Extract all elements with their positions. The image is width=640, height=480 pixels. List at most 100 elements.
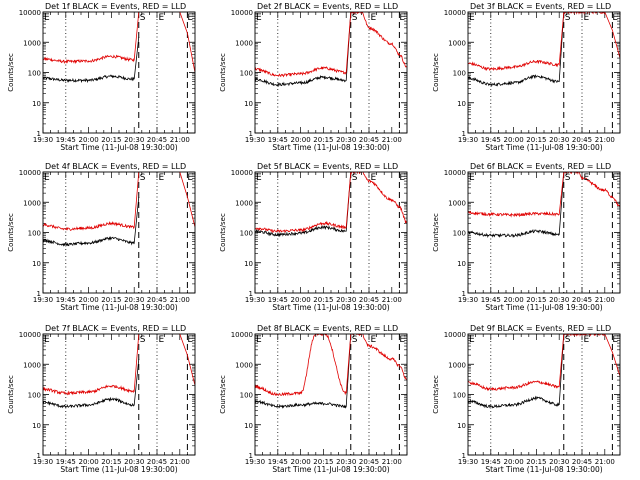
y-tick-label: 10000 [444,169,466,177]
x-tick-label: 19:45 [56,136,76,144]
x-tick-label: 21:00 [170,458,190,466]
plot-frame [42,171,196,294]
panel-title: Det 3f BLACK = Events, RED = LLD [470,2,611,11]
panel-title: Det 7f BLACK = Events, RED = LLD [45,324,186,333]
y-tick-label: 1000 [23,39,41,47]
event-marker-label: E [187,173,193,183]
x-tick-label: 20:15 [101,136,121,144]
x-axis-label: Start Time (11-Jul-08 19:30:00) [272,143,389,152]
panel-title: Det 6f BLACK = Events, RED = LLD [470,162,611,171]
plot-frame [467,333,621,456]
lld-series-line [255,172,407,234]
x-tick-label: 21:00 [595,458,615,466]
x-tick-label: 21:00 [382,458,402,466]
y-tick-label: 10000 [19,169,41,177]
event-marker-label: E [371,173,377,183]
panel-det-7: Det 7f BLACK = Events, RED = LLD Counts/s… [7,324,196,474]
event-marker-label: E [584,13,590,23]
plot-area [468,172,620,293]
event-marker-label: E [159,173,165,183]
event-marker-label: E [44,173,50,183]
lld-series-line [43,12,195,73]
y-tick-label: 10000 [444,9,466,17]
y-tick-label: 10 [32,260,41,268]
x-tick-label: 19:30 [33,296,53,304]
x-tick-label: 20:15 [313,296,333,304]
x-tick-label: 19:30 [33,136,53,144]
y-tick-label: 100 [453,230,466,238]
events-series-line [468,12,565,88]
events-series-line [43,196,140,247]
y-tick-label: 1000 [23,361,41,369]
x-tick-label: 19:30 [245,458,265,466]
y-tick-label: 1 [249,290,253,298]
y-tick-label: 10000 [231,169,253,177]
y-tick-label: 10 [244,422,253,430]
plot-frame [42,11,196,134]
y-axis-label: Counts/sec [432,53,440,92]
x-tick-label: 20:15 [526,296,546,304]
plot-area [255,12,407,133]
x-tick-label: 21:00 [170,296,190,304]
plot-area [43,172,195,293]
event-marker-label: E [256,173,262,183]
event-marker-label: E [612,13,618,23]
event-marker-label: E [256,13,262,23]
event-marker-label: E [187,335,193,345]
x-tick-label: 19:30 [245,296,265,304]
event-marker-label: E [44,13,50,23]
x-tick-label: 20:00 [291,296,311,304]
event-marker-label: S [565,173,571,183]
x-axis-label: Start Time (11-Jul-08 19:30:00) [272,465,389,474]
y-tick-label: 10 [244,100,253,108]
y-tick-label: 10000 [19,331,41,339]
x-tick-label: 20:45 [572,296,592,304]
event-marker-label: E [469,173,475,183]
plot-frame [42,333,196,456]
x-tick-label: 20:00 [504,458,524,466]
y-tick-label: 100 [28,230,41,238]
y-tick-label: 10000 [19,9,41,17]
x-tick-label: 20:00 [79,458,99,466]
x-tick-label: 21:00 [170,136,190,144]
plot-area [255,334,407,455]
x-tick-label: 20:15 [313,136,333,144]
x-tick-label: 20:15 [101,458,121,466]
y-tick-label: 100 [453,70,466,78]
event-marker-label: E [399,173,405,183]
x-tick-label: 20:00 [291,136,311,144]
lld-series-line [468,12,620,72]
panel-title: Det 8f BLACK = Events, RED = LLD [257,324,398,333]
y-axis-label: Counts/sec [219,53,227,92]
event-marker-label: S [140,13,146,23]
event-marker-label: E [371,335,377,345]
lld-series-line [255,334,407,397]
x-tick-label: 20:45 [359,458,379,466]
y-tick-label: 10 [32,422,41,430]
x-tick-label: 20:45 [572,136,592,144]
x-tick-label: 19:45 [268,136,288,144]
events-series-line [255,334,352,409]
x-tick-label: 19:30 [245,136,265,144]
event-marker-label: E [469,13,475,23]
panel-det-6: Det 6f BLACK = Events, RED = LLD Counts/s… [432,162,621,312]
event-marker-label: S [352,335,358,345]
x-tick-label: 20:45 [359,296,379,304]
event-marker-label: E [256,335,262,345]
event-marker-label: S [140,173,146,183]
y-tick-label: 1 [462,290,466,298]
x-tick-label: 20:30 [549,296,569,304]
x-tick-label: 19:30 [458,458,478,466]
lld-series-line [468,172,620,218]
events-series-line [255,12,352,88]
y-tick-label: 1 [462,452,466,460]
y-tick-label: 10 [457,422,466,430]
panel-title: Det 2f BLACK = Events, RED = LLD [257,2,398,11]
y-tick-label: 100 [240,70,253,78]
x-tick-label: 20:00 [291,458,311,466]
x-axis-label: Start Time (11-Jul-08 19:30:00) [60,465,177,474]
y-tick-label: 1000 [235,39,253,47]
y-tick-label: 1000 [448,39,466,47]
event-marker-label: E [584,173,590,183]
